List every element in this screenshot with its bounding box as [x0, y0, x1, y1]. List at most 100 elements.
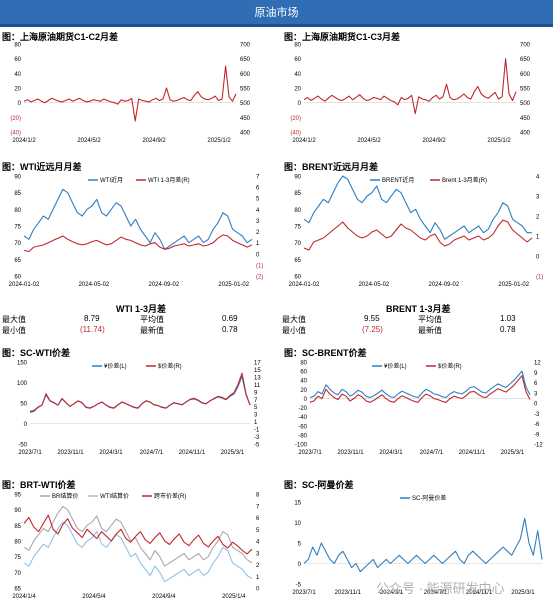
y-right-tick-label: 2: [536, 215, 540, 221]
y-left-tick-label: (40): [290, 131, 301, 137]
y-right-tick-label: 0: [534, 402, 538, 408]
x-tick-label: 2025/1/4: [222, 594, 246, 600]
y-right-tick-label: 4: [536, 175, 540, 181]
y-right-tick-label: -3: [254, 435, 260, 441]
x-tick-label: 2024/5/2: [357, 138, 381, 144]
y-left-tick-label: 90: [294, 175, 301, 181]
stats-brent-title: BRENT 1-3月差: [386, 304, 451, 314]
series-line-1: [309, 375, 531, 403]
y-right-tick-label: 3: [254, 413, 258, 419]
y-left-tick-label: 85: [294, 191, 301, 197]
banner: 原油市场: [0, 0, 553, 24]
y-right-tick-label: 1: [256, 241, 260, 247]
y-left-tick-label: 75: [294, 225, 301, 231]
y-right-tick-label: 600: [240, 72, 251, 78]
y-left-tick-label: 80: [14, 540, 21, 546]
chart-sc-brent: 80 60 40 20 0 -20 -40 -60 -80 -100 12 9 6 3 0 -3 -6 -9 -12…: [295, 361, 543, 457]
panel-title-sc-c1c2: 图：上海原油期货C1-C2月差: [2, 32, 119, 42]
y-right-tick-label: 7: [254, 398, 258, 404]
y-left-tick-label: 0: [298, 101, 302, 107]
y-right-tick-label: 9: [534, 371, 538, 377]
panel-title-sc-oman: 图：SC-阿曼价差: [284, 480, 354, 490]
x-tick-label: 2025/1/2: [487, 138, 511, 144]
y-left-tick-label: 80: [294, 208, 301, 214]
banner-title: 原油市场: [254, 7, 299, 19]
y-right-tick-label: 3: [256, 551, 260, 557]
y-right-tick-label: 450: [240, 116, 251, 122]
y-right-tick-label: 700: [520, 43, 531, 49]
x-tick-label: 2025/3/1: [221, 450, 245, 456]
y-left-tick-label: 60: [300, 370, 307, 376]
series-line-1: [29, 372, 251, 413]
y-right-tick-label: 650: [520, 57, 531, 63]
x-tick-label: 2024/5/4: [82, 594, 106, 600]
y-right-tick-label: 6: [256, 186, 260, 192]
y-left-tick-label: 65: [14, 258, 21, 264]
series-line-1: [23, 65, 237, 122]
y-right-tick-label: (2): [256, 275, 263, 281]
x-tick-label: 2024/1/2: [12, 138, 36, 144]
series-line-0: [303, 175, 532, 240]
y-right-tick-label: 650: [240, 57, 251, 63]
y-left-tick-label: 40: [14, 72, 21, 78]
series-line-1: [23, 234, 253, 253]
y-left-tick-label: 65: [14, 587, 21, 593]
y-right-tick-label: 5: [256, 528, 260, 534]
x-tick-label: 2024-05-02: [359, 282, 390, 288]
y-right-tick-label: 450: [520, 116, 531, 122]
y-right-tick-label: 7: [256, 504, 260, 510]
stat-label: 平均值: [418, 315, 442, 324]
y-right-tick-label: 600: [520, 72, 531, 78]
y-right-tick-label: 0: [256, 252, 260, 258]
y-left-tick-label: 10: [294, 521, 301, 527]
y-right-tick-label: 2: [256, 230, 260, 236]
legend-label: WTI 1-3月差(R): [148, 176, 190, 184]
x-tick-label: 2025-01-02: [218, 282, 249, 288]
y-right-tick-label: (1): [536, 275, 543, 281]
x-tick-label: 2025/3/1: [501, 450, 525, 456]
x-tick-label: 2024/1/4: [12, 594, 36, 600]
legend-label: WTI近月: [100, 176, 123, 184]
y-right-tick-label: 7: [256, 175, 260, 181]
x-tick-label: 2024/7/1: [140, 450, 164, 456]
stat-value: 8.79: [84, 314, 100, 323]
x-tick-label: 2024/5/2: [77, 138, 101, 144]
y-right-tick-label: 550: [520, 87, 531, 93]
chart-brent-spread: 90 85 80 75 70 65 60 4 3 2 1 0 (1) 2024-01-02 2024-05-…: [289, 175, 544, 289]
y-left-tick-label: 0: [304, 397, 308, 403]
x-tick-label: 2024/9/4: [152, 594, 176, 600]
stats-wti: WTI 1-3月差 最大值 8.79 平均值 0.69 最小值 (11.74) …: [0, 302, 276, 338]
y-left-tick-label: 60: [294, 57, 301, 63]
x-tick-label: 2024-01-02: [9, 282, 40, 288]
y-left-tick-label: 5: [298, 542, 302, 548]
legend-label: BR结算价: [52, 492, 78, 500]
x-tick-label: 2023/7/1: [18, 450, 42, 456]
y-right-tick-label: 1: [256, 575, 260, 581]
x-tick-label: 2024-05-02: [79, 282, 110, 288]
y-left-tick-label: 70: [294, 241, 301, 247]
x-tick-label: 2024/9/2: [422, 138, 446, 144]
x-tick-label: 2024-01-02: [289, 282, 320, 288]
y-left-tick-label: (20): [10, 116, 21, 122]
stats-wti-title: WTI 1-3月差: [116, 304, 167, 314]
x-tick-label: 2023/11/1: [335, 590, 362, 596]
y-left-tick-label: 0: [298, 562, 302, 568]
y-left-tick-label: 20: [300, 388, 307, 394]
legend-label: SC-阿曼价差: [412, 494, 446, 502]
x-tick-label: 2024/3/1: [379, 450, 403, 456]
legend-label: WTI结算价: [100, 492, 129, 500]
y-right-tick-label: 1: [254, 420, 258, 426]
y-left-tick-label: 20: [14, 87, 21, 93]
y-right-tick-label: -6: [534, 422, 540, 428]
y-left-tick-label: 60: [14, 57, 21, 63]
y-left-tick-label: 80: [14, 43, 21, 49]
y-right-tick-label: 15: [254, 368, 261, 374]
stat-value: 9.55: [364, 314, 380, 323]
y-left-tick-label: 0: [24, 422, 28, 428]
series-line-1: [23, 521, 253, 583]
series-line-0: [23, 188, 253, 250]
x-tick-label: 2024/11/1: [466, 590, 493, 596]
stat-label: 最小值: [282, 326, 306, 335]
x-tick-label: 2024/3/1: [99, 450, 123, 456]
